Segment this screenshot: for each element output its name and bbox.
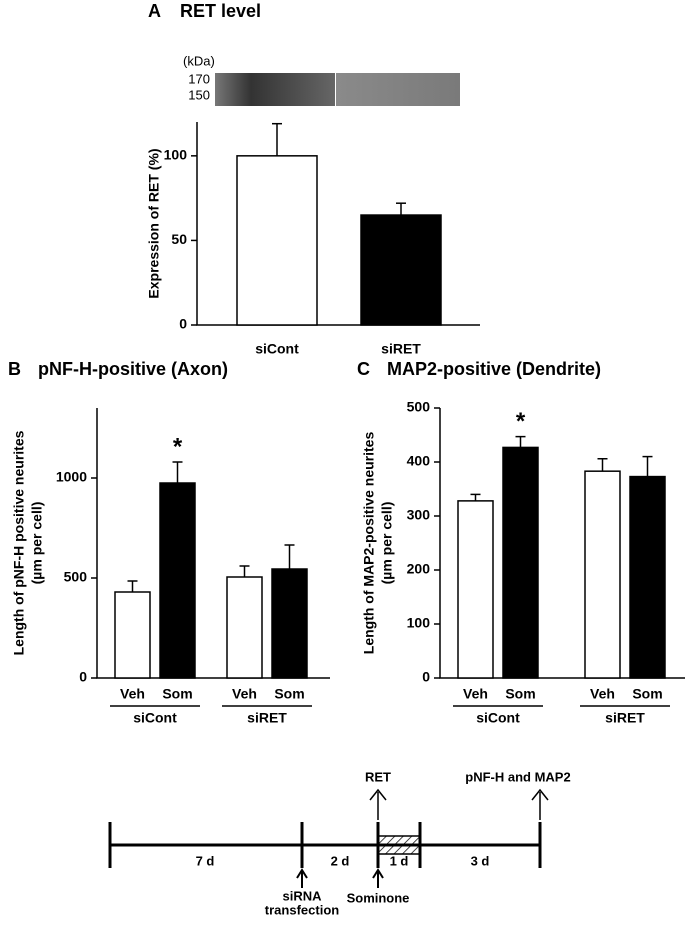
bar bbox=[457, 500, 494, 679]
group-label: siCont bbox=[476, 710, 520, 726]
y-tick-label: 0 bbox=[179, 316, 187, 332]
panel-label: C bbox=[357, 359, 370, 379]
treatment-label: Sominone bbox=[347, 890, 410, 905]
x-tick-label: Som bbox=[632, 686, 662, 702]
bar bbox=[236, 155, 318, 326]
group-label: siRET bbox=[247, 710, 287, 726]
bar bbox=[271, 568, 308, 679]
y-tick-label: 0 bbox=[79, 669, 87, 685]
period-label: 7 d bbox=[196, 853, 215, 868]
y-tick-label: 50 bbox=[171, 231, 187, 247]
x-tick-label: siCont bbox=[255, 341, 299, 357]
x-tick-label: Som bbox=[274, 686, 304, 702]
bar bbox=[159, 482, 196, 679]
x-tick-label: Veh bbox=[232, 686, 257, 702]
y-tick-label: 1000 bbox=[56, 469, 87, 485]
treatment-label: siRNA bbox=[282, 888, 322, 903]
chart-title: RET level bbox=[180, 1, 261, 21]
period-label: 1 d bbox=[390, 853, 409, 868]
y-axis-label: (µm per cell) bbox=[379, 502, 395, 585]
bar bbox=[584, 470, 621, 679]
treatment-label: transfection bbox=[265, 902, 339, 917]
bar bbox=[114, 591, 151, 679]
group-label: siRET bbox=[605, 710, 645, 726]
y-tick-label: 500 bbox=[64, 569, 88, 585]
blot-marker: 150 bbox=[188, 87, 210, 102]
significance-marker: * bbox=[173, 433, 183, 460]
x-tick-label: Veh bbox=[463, 686, 488, 702]
y-tick-label: 400 bbox=[407, 453, 431, 469]
period-label: 3 d bbox=[471, 853, 490, 868]
y-axis-label: Expression of RET (%) bbox=[146, 148, 162, 298]
x-tick-label: siRET bbox=[381, 341, 421, 357]
x-tick-label: Veh bbox=[120, 686, 145, 702]
x-tick-label: Som bbox=[162, 686, 192, 702]
bar bbox=[360, 214, 442, 326]
bar bbox=[502, 446, 539, 679]
panel-label: A bbox=[148, 1, 161, 21]
blot-image bbox=[215, 73, 460, 106]
y-axis-label: Length of MAP2-positive neurites bbox=[361, 432, 377, 655]
y-tick-label: 100 bbox=[164, 147, 188, 163]
chart-title: MAP2-positive (Dendrite) bbox=[387, 359, 601, 379]
y-tick-label: 300 bbox=[407, 507, 431, 523]
bar bbox=[629, 475, 666, 679]
y-axis-label: (µm per cell) bbox=[29, 502, 45, 585]
x-tick-label: Som bbox=[505, 686, 535, 702]
bar bbox=[226, 576, 263, 679]
y-tick-label: 500 bbox=[407, 399, 431, 415]
x-tick-label: Veh bbox=[590, 686, 615, 702]
timeline bbox=[108, 788, 549, 888]
chart-title: pNF-H-positive (Axon) bbox=[38, 359, 228, 379]
y-tick-label: 100 bbox=[407, 615, 431, 631]
period-label: 2 d bbox=[331, 853, 350, 868]
measure-label: pNF-H and MAP2 bbox=[465, 769, 570, 784]
group-label: siCont bbox=[133, 710, 177, 726]
measure-label: RET bbox=[365, 769, 391, 784]
blot-marker: 170 bbox=[188, 71, 210, 86]
blot-unit: (kDa) bbox=[183, 53, 215, 68]
y-axis-label: Length of pNF-H positive neurites bbox=[11, 430, 27, 655]
significance-marker: * bbox=[516, 408, 526, 435]
y-tick-label: 0 bbox=[422, 669, 430, 685]
y-tick-label: 200 bbox=[407, 561, 431, 577]
panel-label: B bbox=[8, 359, 21, 379]
